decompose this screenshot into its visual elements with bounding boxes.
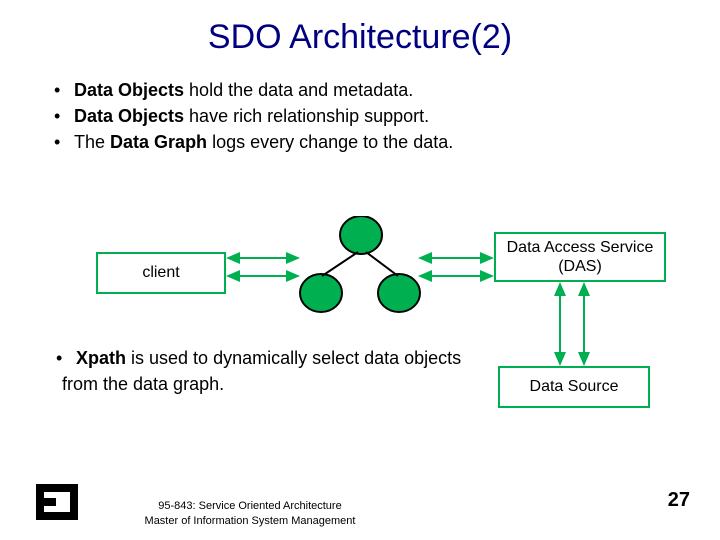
bullet-item: The Data Graph logs every change to the … bbox=[54, 129, 690, 155]
bullet-text: hold the data and metadata. bbox=[184, 80, 413, 100]
page-number: 27 bbox=[668, 489, 690, 512]
bullet-item: Data Objects have rich relationship supp… bbox=[54, 103, 690, 129]
xpath-bold: Xpath bbox=[76, 348, 126, 368]
diagram: client Data Access Service (DAS) Data So… bbox=[0, 216, 720, 356]
bullet-bold: Data Objects bbox=[74, 106, 184, 126]
bullet-list: Data Objects hold the data and metadata.… bbox=[0, 77, 720, 155]
footer: 95-843: Service Oriented Architecture Ma… bbox=[120, 499, 380, 528]
bullet-bold: Data Objects bbox=[74, 80, 184, 100]
footer-dept: Master of Information System Management bbox=[120, 514, 380, 528]
xpath-note: • Xpath is used to dynamically select da… bbox=[62, 345, 462, 397]
bullet-item: Data Objects hold the data and metadata. bbox=[54, 77, 690, 103]
bullet-text: have rich relationship support. bbox=[184, 106, 429, 126]
bullet-bold: Data Graph bbox=[110, 132, 207, 152]
page-title: SDO Architecture(2) bbox=[0, 0, 720, 77]
logo-icon bbox=[30, 478, 84, 526]
footer-course: 95-843: Service Oriented Architecture bbox=[120, 499, 380, 513]
bullet-pre: The bbox=[74, 132, 110, 152]
bullet-text: logs every change to the data. bbox=[207, 132, 453, 152]
bullet-dot: • bbox=[56, 345, 62, 371]
